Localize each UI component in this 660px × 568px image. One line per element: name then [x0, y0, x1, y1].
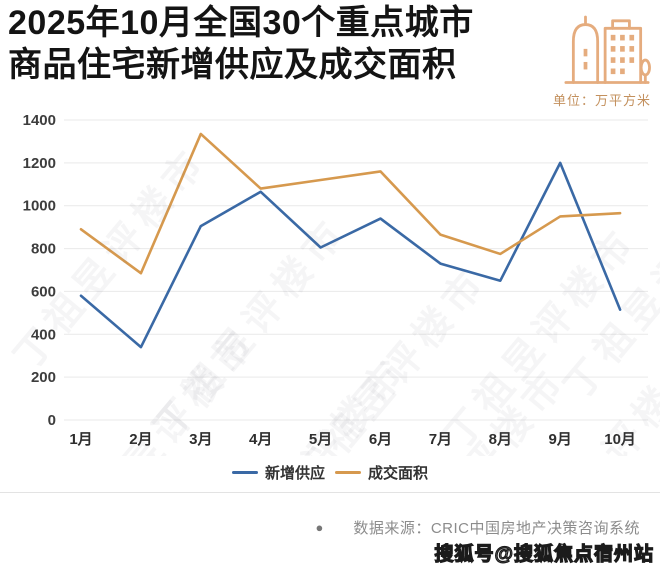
sohu-account-watermark: 搜狐号@搜狐焦点宿州站	[434, 543, 654, 565]
x-axis-tick-label: 10月	[604, 431, 636, 448]
y-axis-tick-label: 800	[31, 241, 56, 258]
title-line-2: 商品住宅新增供应及成交面积	[8, 46, 457, 84]
y-axis-tick-label: 600	[31, 283, 56, 300]
x-axis-tick-label: 7月	[429, 431, 452, 448]
buildings-icon	[564, 15, 651, 84]
title-line-1: 2025年10月全国30个重点城市	[8, 4, 474, 42]
series-line-0	[79, 161, 622, 349]
y-axis-tick-label: 1000	[23, 198, 56, 215]
legend-swatch-transactions	[335, 470, 361, 474]
footer-divider	[0, 492, 660, 493]
page-title: 2025年10月全国30个重点城市 商品住宅新增供应及成交面积	[8, 2, 563, 86]
line-chart: 0 200 400 600 800 1000 1200 1400 1月 2月 3月 4月 5月 6月 7月 8…	[23, 112, 648, 448]
x-axis-tick-label: 6月	[369, 431, 392, 448]
x-axis-tick-label: 3月	[189, 431, 212, 448]
x-axis-tick-label: 1月	[69, 431, 92, 448]
data-source-text: 数据来源：CRIC中国房地产决策咨询系统	[353, 520, 640, 537]
y-axis-tick-label: 1400	[23, 112, 56, 129]
y-axis-tick-label: 200	[31, 369, 56, 386]
x-axis-tick-label: 4月	[249, 431, 272, 448]
legend-swatch-supply	[231, 470, 258, 474]
chart-area: 丁祖昱评楼市 丁祖昱评楼市 丁祖昱评楼市 丁祖昱评楼市 丁祖昱评楼市 丁祖昱评楼市 丁祖昱评…	[0, 108, 660, 456]
x-axis-tick-label: 9月	[549, 431, 572, 448]
header: 2025年10月全国30个重点城市 商品住宅新增供应及成交面积	[0, 0, 660, 108]
y-axis-tick-label: 0	[48, 412, 56, 429]
unit-label: 单位：万平方米	[552, 93, 651, 108]
legend-item-supply: 新增供应	[231, 462, 325, 483]
source-row: ● 数据来源：CRIC中国房地产决策咨询系统	[0, 517, 660, 538]
legend-label-supply: 新增供应	[264, 464, 325, 482]
series-line-1	[79, 132, 622, 275]
x-axis-tick-label: 2月	[129, 431, 152, 448]
x-axis-tick-label: 5月	[309, 431, 332, 448]
y-axis-tick-label: 1200	[23, 155, 56, 172]
legend-label-transactions: 成交面积	[368, 464, 429, 482]
bullet-icon: ●	[315, 520, 324, 535]
y-axis-tick-label: 400	[31, 326, 56, 343]
legend-item-transactions: 成交面积	[335, 462, 428, 483]
chart-legend: 新增供应 成交面积	[0, 462, 660, 482]
x-axis-tick-label: 8月	[489, 431, 512, 448]
